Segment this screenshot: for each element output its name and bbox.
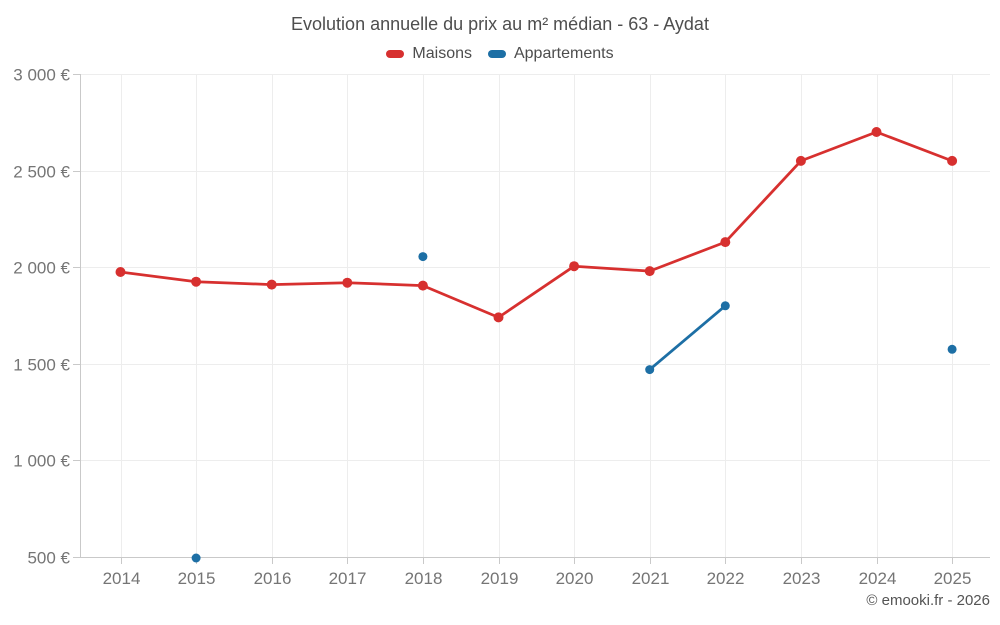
legend-label-appartements: Appartements — [513, 45, 614, 62]
legend-item-appartements[interactable]: Appartements — [487, 45, 614, 63]
maisons-point-2021[interactable] — [644, 266, 655, 277]
maisons-point-2018[interactable] — [417, 280, 428, 291]
copyright-text: © emooki.fr - 2026 — [866, 592, 990, 609]
x-tick-label: 2020 — [556, 569, 594, 588]
appartements-point-2015[interactable] — [191, 553, 201, 563]
x-tick-label: 2023 — [783, 569, 821, 588]
legend-item-maisons[interactable]: Maisons — [386, 45, 472, 63]
maisons-point-2022[interactable] — [720, 237, 731, 248]
maisons-point-2016[interactable] — [266, 279, 277, 290]
appartements-series-line — [650, 306, 952, 370]
maisons-point-2024[interactable] — [871, 127, 882, 137]
appartements-point-2021[interactable] — [645, 365, 655, 375]
maisons-point-2020[interactable] — [569, 261, 580, 272]
x-tick-label: 2018 — [405, 569, 443, 588]
x-tick-label: 2025 — [934, 569, 972, 588]
y-tick-label: 1 500 € — [13, 356, 70, 375]
x-tick-label: 2022 — [707, 569, 745, 588]
maisons-point-2019[interactable] — [493, 312, 504, 323]
x-tick-label: 2021 — [632, 569, 670, 588]
maisons-point-2017[interactable] — [342, 277, 353, 288]
maisons-series-line — [119, 130, 954, 319]
y-tick-label: 1 000 € — [13, 452, 70, 471]
chart-legend: Maisons Appartements — [0, 45, 1000, 63]
appartements-swatch-icon — [487, 50, 506, 58]
maisons-point-2025[interactable] — [947, 155, 958, 166]
maisons-swatch-icon — [386, 50, 405, 58]
x-tick-label: 2016 — [254, 569, 292, 588]
x-tick-label: 2019 — [481, 569, 519, 588]
y-tick-label: 2 500 € — [13, 163, 70, 182]
x-tick-label: 2024 — [859, 569, 897, 588]
maisons-point-2015[interactable] — [191, 276, 202, 287]
maisons-point-2023[interactable] — [795, 155, 806, 166]
appartements-point-2022[interactable] — [720, 301, 730, 311]
x-tick-label: 2014 — [103, 569, 141, 588]
chart-title: Evolution annuelle du prix au m² médian … — [291, 14, 709, 34]
y-tick-label: 3 000 € — [13, 66, 70, 85]
x-tick-label: 2015 — [178, 569, 216, 588]
y-tick-label: 500 € — [27, 549, 70, 568]
appartements-point-2018[interactable] — [418, 252, 428, 262]
appartements-point-2025[interactable] — [947, 344, 957, 354]
legend-label-maisons: Maisons — [412, 45, 472, 62]
maisons-point-2014[interactable] — [115, 267, 126, 277]
x-tick-label: 2017 — [329, 569, 367, 588]
y-tick-label: 2 000 € — [13, 259, 70, 278]
